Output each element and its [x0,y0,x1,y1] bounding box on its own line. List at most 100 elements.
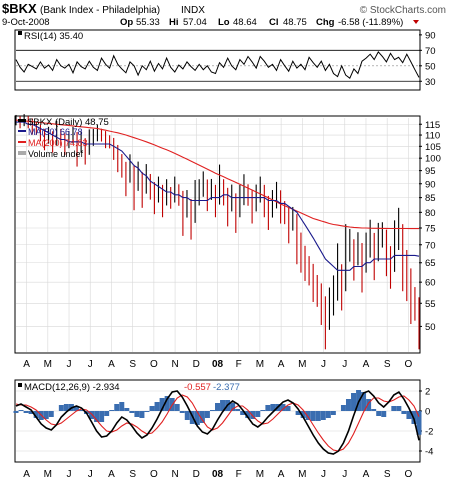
macd-histogram-bar [250,411,256,419]
price-tick-label: 85 [425,193,436,204]
macd-histogram-bar [179,411,185,413]
macd-histogram-bar [376,411,382,416]
price-panel [14,115,421,354]
macd-histogram-bar [265,405,271,411]
macd-histogram-bar [63,404,69,411]
macd-layer: -4 -2 0 2 [13,387,433,458]
x-tick-label: S [384,469,391,480]
macd-histogram-bar [240,411,246,415]
x-tick-label: J [321,359,326,370]
x-tick-label: A [278,469,285,480]
x-tick-label: M [44,359,52,370]
price-tick-label: 90 [425,179,436,190]
x-tick-label: F [236,469,242,480]
macd-histogram-bar [28,411,34,414]
price-tick-label: 60 [425,278,436,289]
x-tick-label: O [150,359,158,370]
macd-histogram-bar [204,411,210,418]
index-name: (Bank Index - Philadelphia) [40,5,160,16]
x-tick-label: A [363,359,370,370]
legend-swatch-price [18,119,26,122]
exchange: INDX [181,5,205,16]
macd-histogram-bar [13,411,19,413]
macd-histogram-bar [320,411,326,420]
x-tick-label: 08 [212,469,224,480]
macd-histogram-bar [119,402,125,411]
macd-histogram-bar [325,411,331,418]
x-tick-label: M [256,469,264,480]
macd-histogram-bar [184,411,190,420]
rsi-tick-label: 70 [425,46,436,57]
macd-histogram-bar [351,393,357,411]
ma50-line [16,121,420,271]
macd-histogram-bar [114,404,120,411]
op-value: 55.33 [136,17,160,28]
x-tick-label: J [88,469,93,480]
macd-histogram-bar [124,408,130,411]
x-tick-label: O [405,359,413,370]
price-tick-label: 55 [425,299,436,310]
date: 9-Oct-2008 [2,17,50,28]
x-tick-label: A [23,469,30,480]
macd-legend-histogram: -2.377 [213,382,240,393]
macd-histogram-bar [18,410,24,411]
macd-histogram-bar [345,399,351,411]
legend-ma200: MA(200) 74.83 [28,138,88,148]
macd-histogram-bar [33,411,39,418]
macd-histogram-bar [174,404,180,411]
macd-histogram-bar [255,411,261,417]
macd-histogram-bar [104,411,110,416]
rsi-line [15,51,420,79]
hi-value: 57.04 [183,17,207,28]
x-tick-label: S [129,469,136,480]
macd-histogram-bar [159,398,165,411]
macd-histogram-bar [154,402,160,411]
macd-histogram-bar [220,400,226,411]
macd-histogram-bar [48,411,54,417]
macd-histogram-bar [134,411,140,417]
macd-histogram-bar [149,406,155,411]
price-tick-label: 100 [425,154,441,165]
price-tick-label: 80 [425,208,436,219]
x-axis-layer: A M J J A S O N D 08 F M A M J J A S O A M J J A S O N D 08 F M A M J J A S O [23,359,412,480]
x-tick-label: A [363,469,370,480]
macd-tick-label: -4 [425,447,433,458]
macd-histogram-bar [381,411,387,417]
macd-histogram-bar [340,405,346,411]
symbol: $BKX [2,1,37,16]
rsi-tick-label: 50 [425,61,436,72]
rsi-legend-swatch [18,31,22,35]
macd-tick-label: 2 [425,387,430,398]
macd-histogram-bar [23,411,29,413]
x-tick-label: M [298,359,306,370]
rsi-panel [14,29,421,91]
macd-histogram-bar [199,411,205,423]
macd-histogram-bar [371,409,377,411]
x-tick-label: J [88,359,93,370]
legend-price: $BKX (Daily) 48.75 [28,117,109,128]
x-tick-label: A [108,359,115,370]
lo-label: Lo [218,17,230,28]
price-tick-label: 70 [425,240,436,251]
x-tick-label: A [278,359,285,370]
x-tick-label: S [129,359,136,370]
macd-histogram-bar [94,411,100,422]
macd-line [15,390,420,455]
legend-swatch-ma200 [18,141,26,143]
macd-histogram-bar [315,411,321,421]
macd-histogram-bar [78,410,84,411]
macd-histogram-bar [305,411,311,420]
macd-histogram-bar [144,411,150,412]
x-tick-label: S [384,359,391,370]
macd-tick-label: -2 [425,427,433,438]
down-arrow-icon [413,20,419,24]
macd-histogram-bar [285,406,291,411]
macd-histogram-bar [194,411,200,425]
macd-histogram-bar [164,396,170,411]
macd-histogram-bar [58,405,64,411]
legend-swatch-volume [18,151,26,155]
ma200-line [15,119,419,230]
lo-value: 48.64 [233,17,257,28]
legend-ma50: MA(50) 66.78 [28,127,83,137]
